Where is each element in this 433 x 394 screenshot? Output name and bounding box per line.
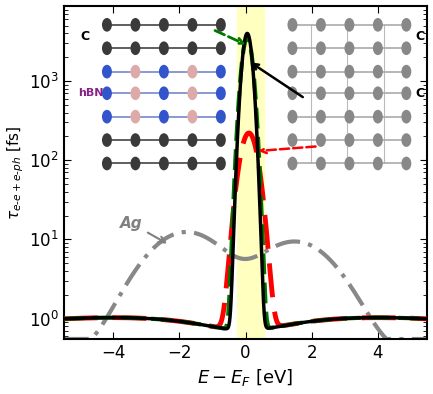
Text: Ag: Ag bbox=[120, 216, 165, 242]
Bar bbox=[237, 6, 264, 339]
Y-axis label: $\tau_{e\text{-}e+e\text{-}ph}\ \mathrm{[fs]}$: $\tau_{e\text{-}e+e\text{-}ph}\ \mathrm{… bbox=[6, 125, 26, 219]
X-axis label: $E - E_F\ \mathrm{[eV]}$: $E - E_F\ \mathrm{[eV]}$ bbox=[197, 368, 294, 388]
